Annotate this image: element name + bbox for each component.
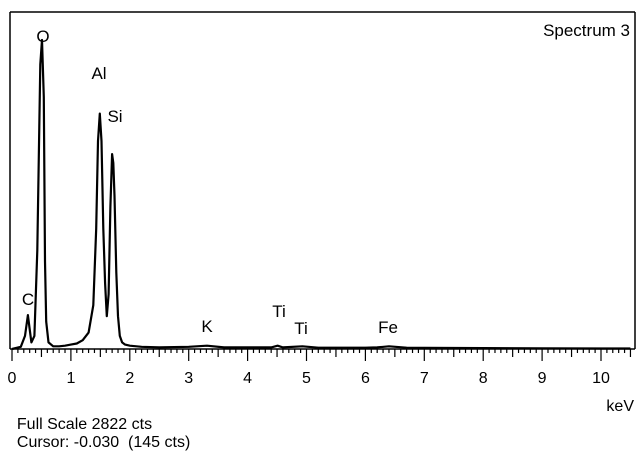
cursor-readout: Cursor: -0.030 (145 cts) <box>16 434 191 451</box>
peak-label: Ti <box>272 302 286 321</box>
peak-labels: C O Al Si K Ti Ti Fe <box>22 27 398 338</box>
peak-label: O <box>36 27 49 46</box>
unit-label: keV <box>606 398 634 415</box>
x-tick-label: 0 <box>8 370 17 387</box>
full-scale-readout: Full Scale 2822 cts Cursor: -0.030 (145 … <box>8 398 190 452</box>
x-tick-label: 1 <box>66 370 75 387</box>
chart-title: Spectrum 3 <box>543 21 630 40</box>
peak-label: C <box>22 290 34 309</box>
peak-label: Ti <box>294 319 308 338</box>
peak-label: Si <box>107 107 122 126</box>
spectrum-chart: 0 1 2 3 4 5 6 7 8 9 10 C O Al Si K Ti Ti Fe Spectrum 3 <box>8 11 636 387</box>
peak-label: Fe <box>378 318 398 337</box>
peak-label: Al <box>91 64 106 83</box>
x-tick-label: 10 <box>592 370 610 387</box>
peak-label: K <box>201 317 213 336</box>
x-tick-label: 3 <box>184 370 193 387</box>
full-scale-label: Full Scale 2822 cts <box>16 416 153 433</box>
x-axis: 0 1 2 3 4 5 6 7 8 9 10 <box>8 349 632 387</box>
spectrum-curve <box>11 38 631 351</box>
x-tick-label: 4 <box>243 370 252 387</box>
x-tick-label: 6 <box>361 370 370 387</box>
x-tick-label: 8 <box>479 370 488 387</box>
x-tick-label: 9 <box>538 370 547 387</box>
x-tick-label: 7 <box>420 370 429 387</box>
x-tick-label: 5 <box>302 370 311 387</box>
x-tick-label: 2 <box>125 370 134 387</box>
spectrum-line <box>11 38 631 351</box>
plot-frame <box>9 11 636 350</box>
